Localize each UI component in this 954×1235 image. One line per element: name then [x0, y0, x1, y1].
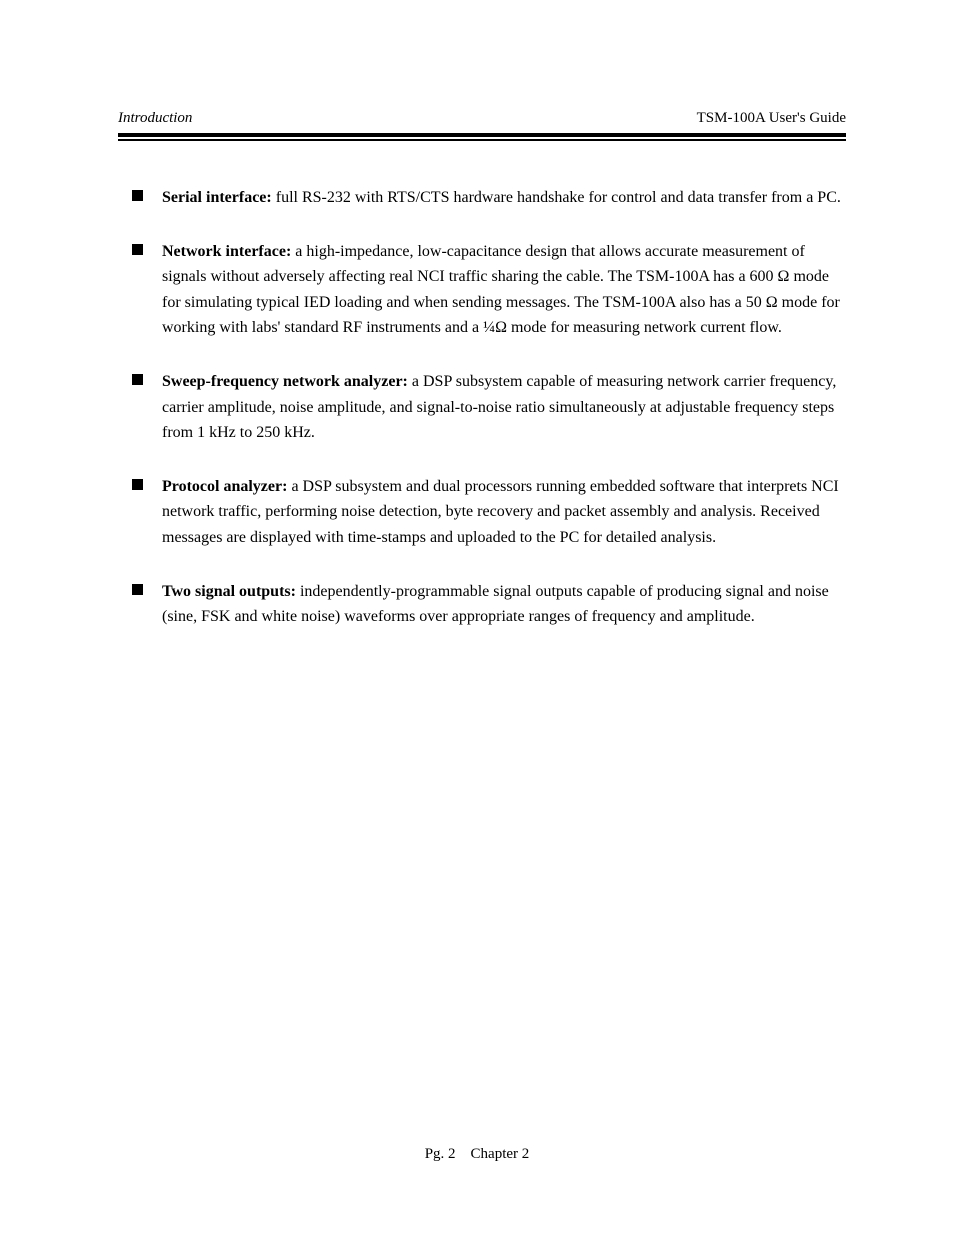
item-title: Two signal outputs: — [162, 583, 296, 600]
item-title: Network interface: — [162, 243, 291, 260]
header-right: TSM-100A User's Guide — [697, 110, 846, 127]
bullet-icon — [132, 190, 143, 201]
list-item: Two signal outputs: independently-progra… — [118, 579, 846, 630]
footer-page: Pg. 2 — [425, 1146, 456, 1162]
bullet-icon — [132, 584, 143, 595]
item-title: Protocol analyzer: — [162, 478, 287, 495]
item-list: Serial interface: full RS-232 with RTS/C… — [118, 185, 846, 630]
list-item: Serial interface: full RS-232 with RTS/C… — [118, 185, 846, 211]
header-left: Introduction — [118, 110, 192, 127]
item-title: Sweep-frequency network analyzer: — [162, 373, 408, 390]
header-rule — [118, 133, 846, 141]
list-item: Network interface: a high-impedance, low… — [118, 239, 846, 341]
list-item: Sweep-frequency network analyzer: a DSP … — [118, 369, 846, 446]
content: Serial interface: full RS-232 with RTS/C… — [118, 185, 846, 630]
bullet-icon — [132, 244, 143, 255]
item-title: Serial interface: — [162, 189, 272, 206]
list-item: Protocol analyzer: a DSP subsystem and d… — [118, 474, 846, 551]
page-header: Introduction TSM-100A User's Guide — [118, 110, 846, 141]
bullet-icon — [132, 374, 143, 385]
bullet-icon — [132, 479, 143, 490]
page-footer: Pg. 2 Chapter 2 — [0, 1146, 954, 1163]
footer-chapter: Chapter 2 — [471, 1146, 530, 1162]
item-body: full RS-232 with RTS/CTS hardware handsh… — [276, 189, 841, 206]
